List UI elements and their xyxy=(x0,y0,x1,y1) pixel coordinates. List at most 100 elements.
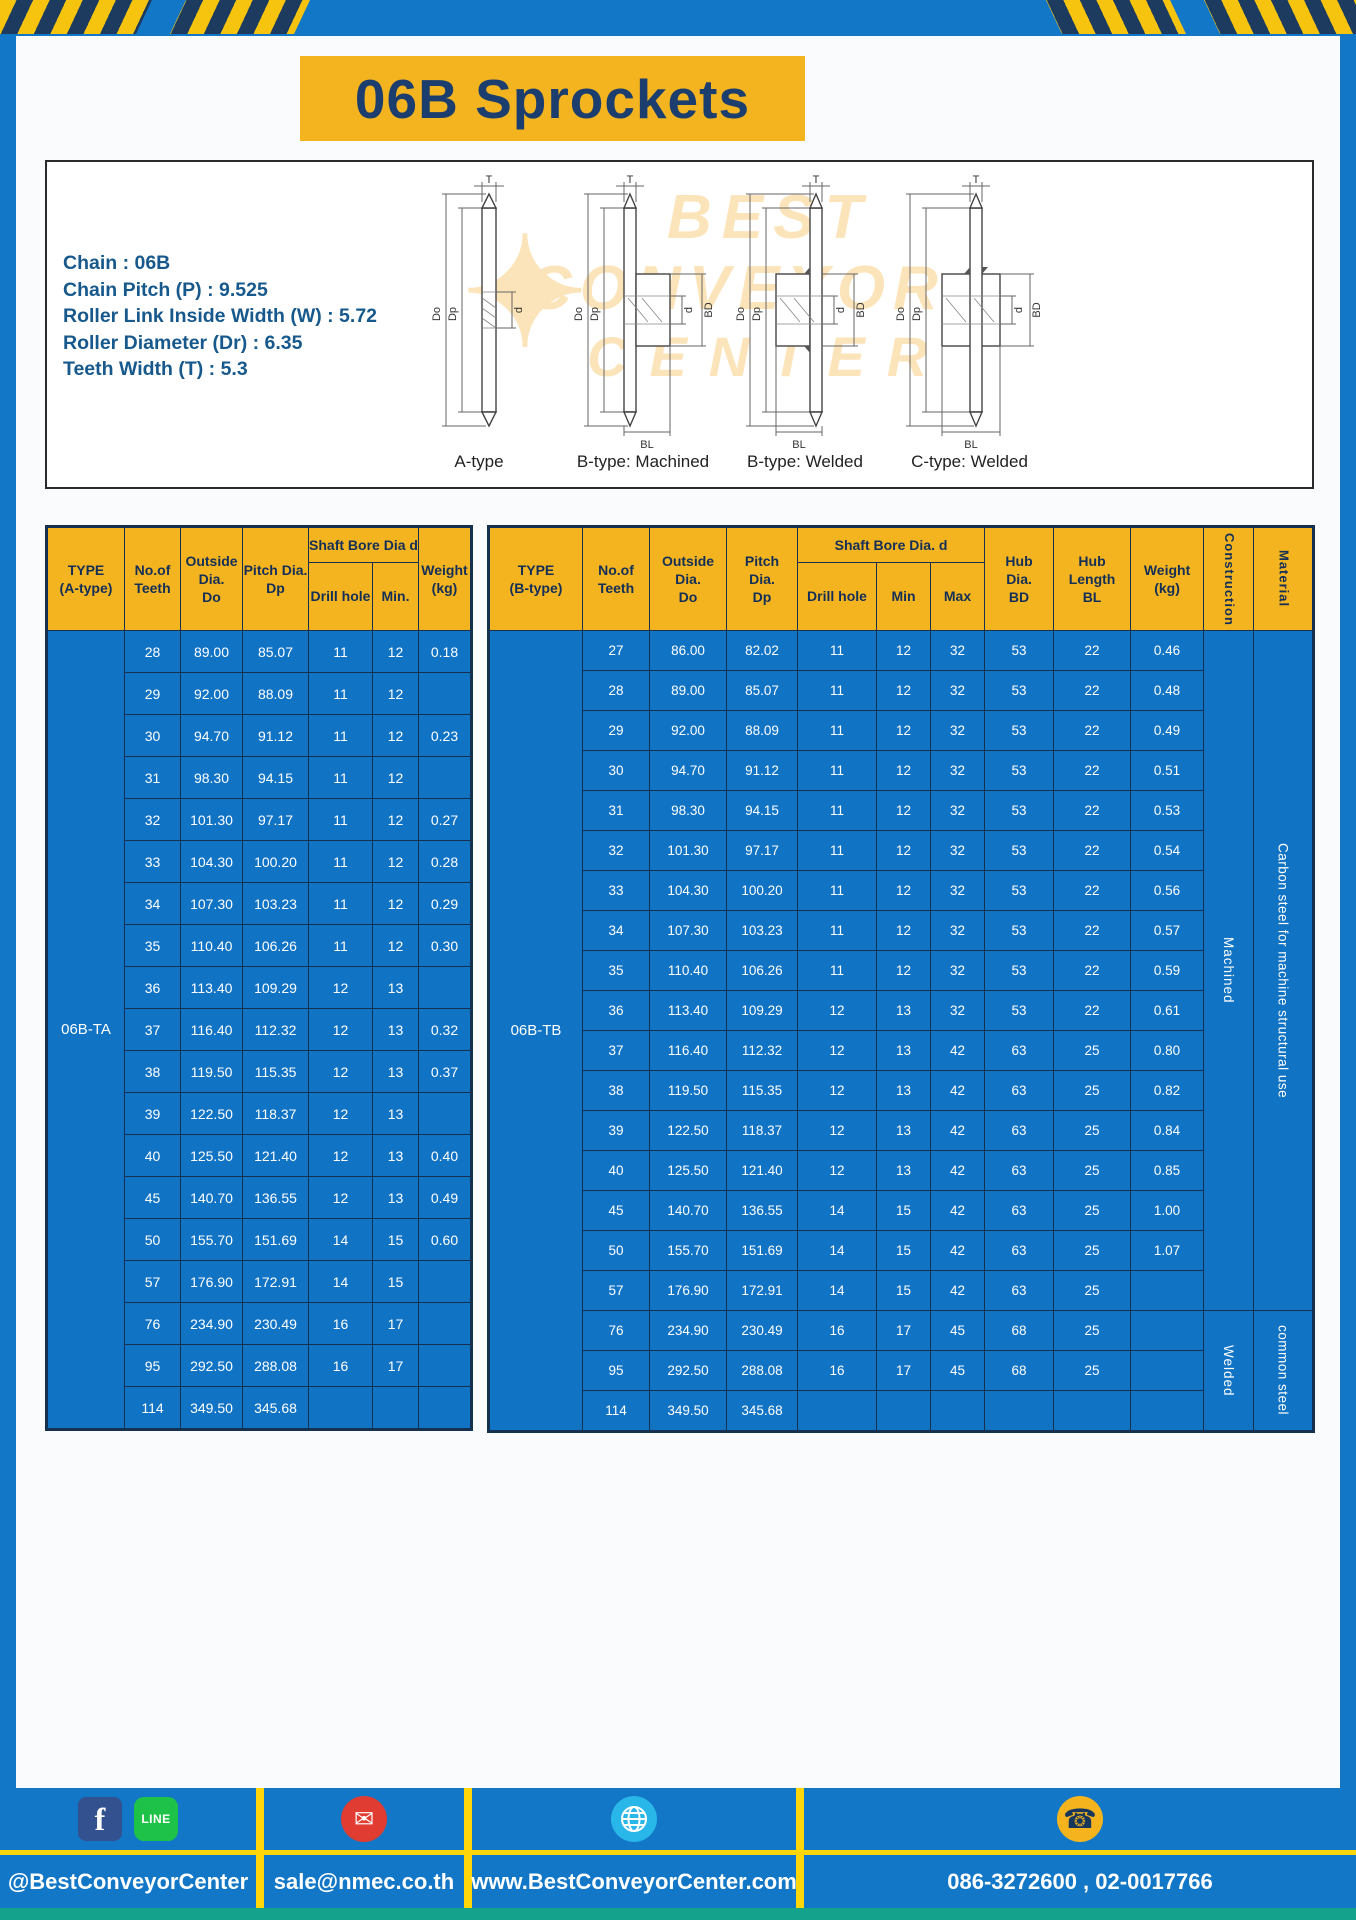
table-cell: 106.26 xyxy=(242,924,309,967)
footer-phone-section: ☎ 086-3272600 , 02-0017766 xyxy=(804,1788,1356,1908)
table-cell: 22 xyxy=(1053,830,1132,871)
col-header-teeth: No.of Teeth xyxy=(582,526,650,631)
bottom-accent-strip xyxy=(0,1908,1356,1920)
table-cell: 22 xyxy=(1053,910,1132,951)
table-cell: 30 xyxy=(124,714,181,757)
table-cell: 22 xyxy=(1053,870,1132,911)
table-cell: 32 xyxy=(929,870,986,911)
table-row: 29 92.00 88.09 11 12 32 53 22 0.49 xyxy=(489,710,1314,751)
table-cell: 107.30 xyxy=(649,910,727,951)
svg-text:BD: BD xyxy=(1031,302,1043,317)
type-label: 06B-TB xyxy=(488,630,583,1432)
table-cell xyxy=(418,1386,472,1430)
table-cell: 13 xyxy=(876,1150,931,1191)
table-cell: 53 xyxy=(984,790,1055,831)
table-cell: 176.90 xyxy=(649,1270,727,1311)
table-row: 50 155.70 151.69 14 15 42 63 25 1.07 xyxy=(489,1230,1314,1271)
material-cell: Carbon steel for machine structural use xyxy=(1253,630,1315,1311)
table-cell: 172.91 xyxy=(242,1260,309,1303)
table-cell: 95 xyxy=(124,1344,181,1387)
footer-divider xyxy=(256,1788,264,1908)
svg-text:T: T xyxy=(627,174,634,186)
table-cell: 92.00 xyxy=(649,710,727,751)
table-cell: 14 xyxy=(797,1190,877,1231)
line-app-icon: LINE xyxy=(134,1797,178,1841)
table-cell: 0.57 xyxy=(1130,910,1205,951)
b-type-machined-diagram: T Do Dp d BD BL xyxy=(573,174,715,451)
construction-cell: Welded xyxy=(1203,1310,1255,1432)
table-cell: 12 xyxy=(876,630,931,671)
table-cell: 36 xyxy=(124,966,181,1009)
table-cell: 34 xyxy=(124,882,181,925)
table-cell: 17 xyxy=(372,1302,419,1345)
table-cell: 0.60 xyxy=(418,1218,472,1261)
svg-text:Do: Do xyxy=(573,307,585,321)
table-cell: 12 xyxy=(876,870,931,911)
table-cell: 155.70 xyxy=(180,1218,243,1261)
spec-line: Teeth Width (T) : 5.3 xyxy=(63,358,248,380)
svg-text:Dp: Dp xyxy=(911,307,923,321)
table-cell: 42 xyxy=(929,1190,986,1231)
table-cell: 32 xyxy=(929,910,986,951)
table-cell: 32 xyxy=(929,990,986,1031)
table-cell: 0.32 xyxy=(418,1008,472,1051)
svg-text:Do: Do xyxy=(735,307,747,321)
table-cell: 14 xyxy=(797,1230,877,1271)
table-cell: 0.46 xyxy=(1130,630,1205,671)
table-cell: 11 xyxy=(308,672,373,715)
table-cell: 230.49 xyxy=(242,1302,309,1345)
table-cell: 32 xyxy=(929,790,986,831)
table-row: 40 125.50 121.40 12 13 42 63 25 0.85 xyxy=(489,1150,1314,1191)
table-cell xyxy=(1053,1390,1132,1432)
table-cell: 112.32 xyxy=(726,1030,798,1071)
svg-text:T: T xyxy=(486,174,493,186)
table-cell: 25 xyxy=(1053,1350,1132,1391)
table-cell: 115.35 xyxy=(242,1050,309,1093)
table-cell: 12 xyxy=(876,710,931,751)
table-cell: 12 xyxy=(308,1176,373,1219)
table-cell: 136.55 xyxy=(242,1176,309,1219)
table-cell: 91.12 xyxy=(242,714,309,757)
table-row: 50 155.70 151.69 14 15 0.60 xyxy=(47,1218,472,1261)
table-cell: 94.70 xyxy=(180,714,243,757)
table-cell: 155.70 xyxy=(649,1230,727,1271)
table-cell: 13 xyxy=(372,1134,419,1177)
table-cell xyxy=(984,1390,1055,1432)
table-cell: 12 xyxy=(372,756,419,799)
table-cell: 11 xyxy=(797,710,877,751)
table-cell: 25 xyxy=(1053,1310,1132,1351)
spec-line: Chain Pitch (P) : 9.525 xyxy=(63,278,268,301)
table-cell: 0.84 xyxy=(1130,1110,1205,1151)
table-cell: 121.40 xyxy=(726,1150,798,1191)
table-cell: 122.50 xyxy=(180,1092,243,1135)
table-row: 33 104.30 100.20 11 12 32 53 22 0.56 xyxy=(489,870,1314,911)
table-cell: 12 xyxy=(797,1030,877,1071)
material-cell: common steel xyxy=(1253,1310,1315,1432)
col-header-min: Min xyxy=(876,562,931,631)
table-cell: 85.07 xyxy=(726,670,798,711)
table-cell: 86.00 xyxy=(649,630,727,671)
table-cell: 22 xyxy=(1053,750,1132,791)
table-cell: 11 xyxy=(797,670,877,711)
col-header-weight: Weight (kg) xyxy=(1130,526,1205,631)
table-cell: 31 xyxy=(124,756,181,799)
table-cell: 25 xyxy=(1053,1150,1132,1191)
table-cell: 25 xyxy=(1053,1110,1132,1151)
svg-text:BD: BD xyxy=(855,302,867,317)
table-cell: 42 xyxy=(929,1110,986,1151)
svg-text:Dp: Dp xyxy=(751,307,763,321)
table-cell: 32 xyxy=(929,950,986,991)
table-cell: 106.26 xyxy=(726,950,798,991)
table-cell: 0.54 xyxy=(1130,830,1205,871)
table-cell: 16 xyxy=(797,1310,877,1351)
table-cell: 12 xyxy=(797,1070,877,1111)
svg-text:d: d xyxy=(513,307,525,313)
table-cell: 11 xyxy=(308,924,373,967)
table-cell: 11 xyxy=(308,798,373,841)
col-header-weight: Weight (kg) xyxy=(418,526,472,631)
footer-divider xyxy=(796,1788,804,1908)
table-row: 38 119.50 115.35 12 13 0.37 xyxy=(47,1050,472,1093)
table-cell: 98.30 xyxy=(180,756,243,799)
col-header-outside-dia: Outside Dia. Do xyxy=(180,526,243,631)
table-cell: 88.09 xyxy=(726,710,798,751)
